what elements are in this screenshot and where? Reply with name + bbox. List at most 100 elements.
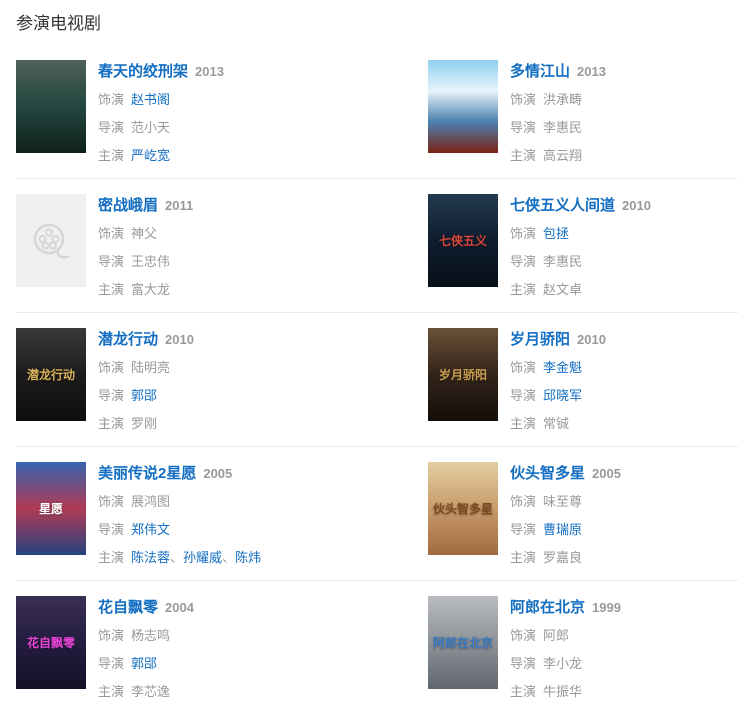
person-link[interactable]: 李金魁 (543, 360, 583, 375)
drama-title-link[interactable]: 花自飘零 (98, 599, 159, 616)
credit-row: 饰演 陆明亮 (98, 358, 418, 378)
drama-poster[interactable]: 阿郎在北京 (428, 596, 498, 689)
person-link[interactable]: 孙耀威 (183, 550, 223, 565)
credit-rows: 饰演 神父 导演 王忠伟 主演 富大龙 (98, 224, 418, 300)
drama-item: 春天的绞刑架 2013 饰演 赵书阁 导演 范小天 主演 严屹宽 (16, 45, 428, 179)
credit-row: 主演 严屹宽 (98, 146, 418, 166)
drama-poster[interactable] (16, 194, 86, 287)
film-reel-icon (33, 223, 70, 259)
drama-poster[interactable]: 潜龙行动 (16, 328, 86, 421)
person-link[interactable]: 郭郘 (131, 388, 158, 403)
poster-title-text: 花自飘零 (26, 635, 75, 650)
drama-year: 2013 (195, 64, 224, 79)
drama-info: 美丽传说2星愿 2005 饰演 展鸿图 导演 郑伟文 主演 陈法蓉、孙耀威、陈炜 (98, 462, 418, 568)
poster-title-text: 潜龙行动 (26, 367, 75, 382)
credit-label: 饰演 (510, 360, 537, 375)
drama-year: 2005 (592, 466, 621, 481)
credit-row: 饰演 赵书阁 (98, 90, 418, 110)
credit-row: 主演 常铖 (510, 414, 728, 434)
drama-item: 密战峨眉 2011 饰演 神父 导演 王忠伟 主演 富大龙 (16, 179, 428, 313)
credit-label: 主演 (510, 550, 537, 565)
drama-poster[interactable]: 岁月骄阳 (428, 328, 498, 421)
drama-info: 密战峨眉 2011 饰演 神父 导演 王忠伟 主演 富大龙 (98, 194, 418, 300)
credit-row: 导演 李小龙 (510, 654, 728, 674)
drama-title-line: 潜龙行动 2010 (98, 330, 418, 350)
drama-title-link[interactable]: 春天的绞刑架 (98, 63, 189, 80)
credit-value: 赵文卓 (543, 282, 583, 297)
drama-poster[interactable] (428, 60, 498, 153)
drama-title-link[interactable]: 密战峨眉 (98, 197, 159, 214)
credit-value: 味至尊 (543, 494, 583, 509)
credit-label: 导演 (98, 388, 125, 403)
person-link[interactable]: 赵书阁 (131, 92, 171, 107)
credit-value: 王忠伟 (131, 254, 171, 269)
credit-value: 、 (170, 550, 184, 565)
credit-label: 导演 (510, 120, 537, 135)
credit-rows: 饰演 赵书阁 导演 范小天 主演 严屹宽 (98, 90, 418, 166)
credit-row: 主演 赵文卓 (510, 280, 728, 300)
person-link[interactable]: 曹瑞原 (543, 522, 583, 537)
drama-title-line: 多情江山 2013 (510, 62, 728, 82)
credit-value: 富大龙 (131, 282, 171, 297)
drama-title-link[interactable]: 美丽传说2星愿 (98, 465, 197, 482)
credit-row: 主演 罗刚 (98, 414, 418, 434)
drama-year: 2010 (165, 332, 194, 347)
person-link[interactable]: 严屹宽 (131, 148, 171, 163)
person-link[interactable]: 包拯 (543, 226, 570, 241)
credit-label: 饰演 (98, 92, 125, 107)
drama-title-link[interactable]: 潜龙行动 (98, 331, 159, 348)
credit-row: 导演 郭郘 (98, 386, 418, 406)
drama-poster[interactable]: 七侠五义 (428, 194, 498, 287)
credit-value: 神父 (131, 226, 158, 241)
drama-title-link[interactable]: 岁月骄阳 (510, 331, 571, 348)
drama-title-line: 美丽传说2星愿 2005 (98, 464, 418, 484)
drama-info: 阿郎在北京 1999 饰演 阿郎 导演 李小龙 主演 牛振华 (510, 596, 728, 702)
drama-poster[interactable]: 星愿 (16, 462, 86, 555)
credit-row: 主演 李芯逸 (98, 682, 418, 702)
drama-title-link[interactable]: 七侠五义人间道 (510, 197, 616, 214)
credit-rows: 饰演 陆明亮 导演 郭郘 主演 罗刚 (98, 358, 418, 434)
credit-label: 导演 (510, 522, 537, 537)
credit-value: 范小天 (131, 120, 171, 135)
credit-row: 导演 郑伟文 (98, 520, 418, 540)
drama-title-link[interactable]: 伙头智多星 (510, 465, 586, 482)
poster-title-text: 伙头智多星 (432, 501, 493, 516)
credit-row: 主演 高云翔 (510, 146, 728, 166)
credit-row: 饰演 阿郎 (510, 626, 728, 646)
drama-title-link[interactable]: 多情江山 (510, 63, 571, 80)
credit-label: 饰演 (98, 360, 125, 375)
credit-row: 导演 李惠民 (510, 118, 728, 138)
poster-title-text: 七侠五义 (438, 233, 487, 248)
credit-label: 导演 (510, 388, 537, 403)
credit-value: 罗刚 (131, 416, 158, 431)
person-link[interactable]: 郭郘 (131, 656, 158, 671)
drama-poster[interactable]: 花自飘零 (16, 596, 86, 689)
drama-title-link[interactable]: 阿郎在北京 (510, 599, 586, 616)
credit-label: 导演 (98, 254, 125, 269)
credit-label: 饰演 (510, 494, 537, 509)
drama-year: 2010 (577, 332, 606, 347)
drama-info: 花自飘零 2004 饰演 杨志鸣 导演 郭郘 主演 李芯逸 (98, 596, 418, 702)
credit-label: 主演 (510, 148, 537, 163)
drama-year: 2005 (203, 466, 233, 481)
person-link[interactable]: 陈法蓉 (131, 550, 171, 565)
person-link[interactable]: 陈炜 (235, 550, 262, 565)
drama-title-line: 密战峨眉 2011 (98, 196, 418, 216)
person-link[interactable]: 郑伟文 (131, 522, 171, 537)
credit-label: 主演 (98, 684, 125, 699)
credit-label: 导演 (510, 656, 537, 671)
drama-title-line: 七侠五义人间道 2010 (510, 196, 728, 216)
drama-poster[interactable]: 伙头智多星 (428, 462, 498, 555)
credit-label: 主演 (98, 416, 125, 431)
person-link[interactable]: 邱晓军 (543, 388, 583, 403)
drama-year: 2013 (577, 64, 606, 79)
credit-value: 罗嘉良 (543, 550, 583, 565)
credit-value: 李惠民 (543, 120, 583, 135)
drama-poster[interactable] (16, 60, 86, 153)
drama-year: 2004 (165, 600, 194, 615)
drama-info: 潜龙行动 2010 饰演 陆明亮 导演 郭郘 主演 罗刚 (98, 328, 418, 434)
drama-grid: 春天的绞刑架 2013 饰演 赵书阁 导演 范小天 主演 严屹宽 多情江山 2013 饰演 洪承… (16, 45, 738, 714)
credit-row: 导演 郭郘 (98, 654, 418, 674)
credit-value: 高云翔 (543, 148, 583, 163)
drama-title-line: 伙头智多星 2005 (510, 464, 728, 484)
